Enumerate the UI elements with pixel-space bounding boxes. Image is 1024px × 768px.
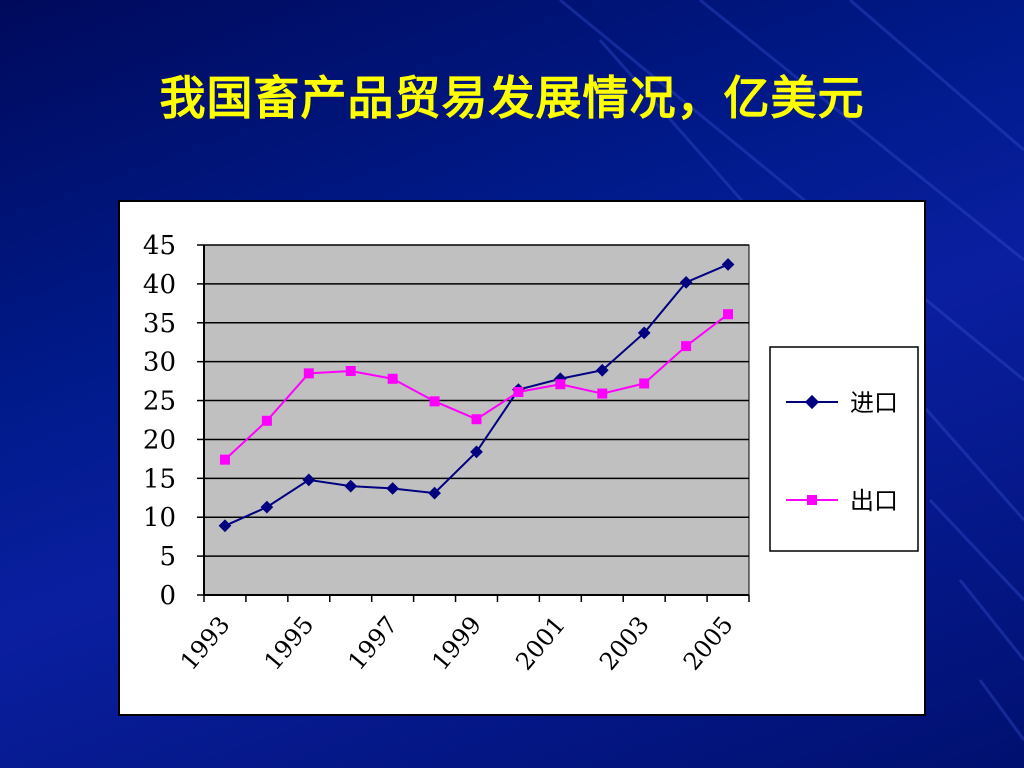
- data-point: [387, 373, 398, 384]
- data-point: [429, 396, 440, 407]
- data-point: [513, 387, 524, 397]
- line-chart: 0 5 10 15 20 25 30 35 40 45 1993 1995 1997 1999 2001 2…: [143, 231, 919, 676]
- y-axis: 0 5 10 15 20 25 30 35 40 45: [143, 231, 204, 611]
- data-point: [470, 445, 483, 459]
- x-tick-label: 1999: [426, 611, 487, 676]
- data-point: [555, 379, 566, 390]
- data-point: [303, 368, 314, 379]
- gridlines: [204, 244, 749, 557]
- y-tick-label: 35: [143, 309, 176, 339]
- y-tick-label: 45: [143, 231, 176, 261]
- y-tick-label: 25: [143, 387, 176, 417]
- x-axis: 1993 1995 1997 1999 2001 2003 2005: [175, 595, 750, 676]
- data-point: [302, 473, 316, 487]
- x-tick-label: 1995: [259, 611, 320, 676]
- data-point: [261, 415, 272, 426]
- y-tick-label: 10: [143, 503, 176, 533]
- x-tick-label: 2001: [510, 611, 571, 676]
- legend-label-import: 进口: [850, 389, 898, 417]
- y-tick-label: 20: [143, 425, 176, 455]
- y-tick-label: 40: [143, 270, 176, 300]
- data-point: [597, 388, 608, 399]
- data-point: [723, 309, 734, 320]
- y-tick-label: 30: [143, 348, 176, 378]
- chart-frame: 0 5 10 15 20 25 30 35 40 45 1993 1995 1997 1999 2001 2…: [118, 200, 926, 716]
- data-point: [345, 366, 356, 376]
- data-point: [428, 486, 441, 500]
- data-point: [639, 378, 650, 389]
- legend: 进口 出口: [769, 346, 919, 552]
- x-tick-label: 2003: [594, 611, 655, 676]
- x-tick-label: 1997: [343, 611, 404, 676]
- series-export: [219, 309, 734, 465]
- slide-title: 我国畜产品贸易发展情况，亿美元: [159, 71, 865, 125]
- data-point: [681, 341, 692, 352]
- legend-label-export: 出口: [850, 487, 898, 515]
- data-point: [386, 482, 400, 495]
- x-tick-label: 2005: [678, 611, 739, 676]
- data-point: [260, 500, 274, 514]
- y-tick-label: 5: [159, 542, 176, 572]
- y-tick-label: 15: [143, 464, 176, 494]
- legend-box: [769, 346, 919, 552]
- data-point: [219, 454, 230, 465]
- x-tick-label: 1993: [175, 611, 236, 676]
- data-point: [344, 479, 358, 493]
- y-tick-label: 0: [159, 581, 176, 611]
- legend-marker-export: [807, 495, 817, 505]
- legend-marker-import: [804, 394, 820, 410]
- series-layer: [218, 258, 735, 533]
- data-point: [471, 414, 482, 425]
